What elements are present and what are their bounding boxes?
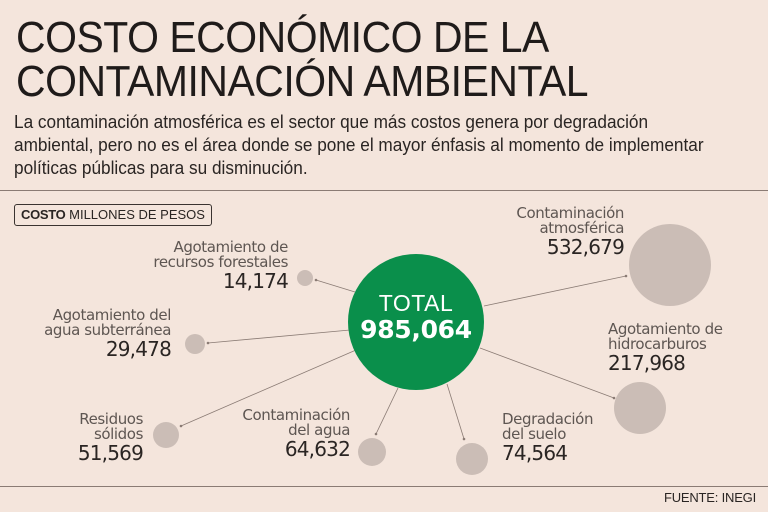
connector-hidrocarburos (479, 347, 615, 399)
bubble-hidrocarburos (614, 382, 666, 434)
label-subterranea: Agotamiento del agua subterránea 29,478 (44, 306, 172, 361)
bubble-agua (358, 438, 386, 466)
connector-residuos (180, 349, 357, 427)
title-line-1: COSTO ECONÓMICO DE LA (16, 13, 549, 62)
top-divider (0, 190, 768, 191)
legend-bold: COSTO (21, 207, 66, 222)
connector-suelo (446, 383, 465, 440)
label-agua: Contaminación del agua 64,632 (242, 406, 350, 461)
connectors (180, 275, 627, 440)
bubble-forestales (297, 270, 313, 286)
bubble-residuos (153, 422, 179, 448)
connector-atmosferica (483, 275, 627, 307)
bubble-subterranea (185, 334, 205, 354)
legend-unit: MILLONES DE PESOS (69, 207, 205, 222)
connector-subterranea (207, 329, 351, 344)
subtitle: La contaminación atmosférica es el secto… (14, 111, 704, 178)
total-value: 985,064 (360, 315, 472, 344)
title-line-2: CONTAMINACIÓN AMBIENTAL (16, 57, 589, 106)
connector-forestales (315, 279, 356, 293)
label-suelo: Degradación del suelo 74,564 (502, 410, 594, 465)
total-bubble (348, 254, 484, 390)
label-hidrocarburos: Agotamiento de hidrocarburos 217,968 (608, 320, 723, 375)
source-label: FUENTE: INEGI (663, 490, 756, 505)
bottom-divider (0, 486, 768, 487)
total-title: TOTAL (378, 290, 454, 316)
connector-agua (375, 387, 399, 435)
bubble-suelo (456, 443, 488, 475)
total-label: TOTAL 985,064 (348, 290, 484, 344)
unit-legend: COSTO MILLONES DE PESOS (14, 204, 212, 226)
connector-dots (179, 274, 628, 441)
label-forestales: Agotamiento de recursos forestales 14,17… (153, 238, 288, 293)
label-atmosferica: Contaminación atmosférica 532,679 (516, 204, 624, 259)
page-title: COSTO ECONÓMICO DE LA CONTAMINACIÓN AMBI… (16, 13, 589, 106)
label-residuos: Residuos sólidos 51,569 (77, 410, 144, 465)
bubble-atmosferica (629, 224, 711, 306)
